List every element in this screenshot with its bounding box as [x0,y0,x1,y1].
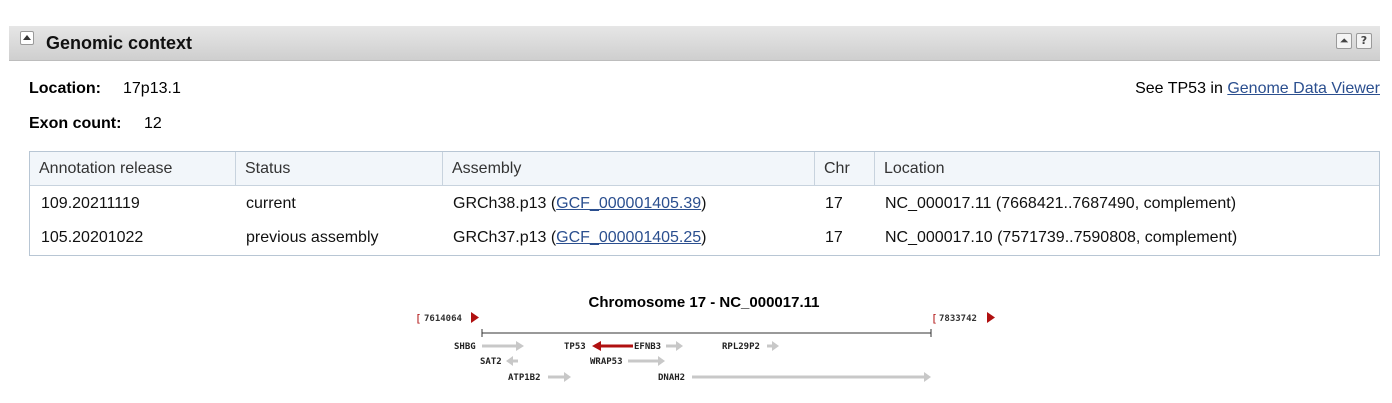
header-assembly: Assembly [442,152,814,185]
help-icon[interactable]: ? [1356,33,1372,49]
gene-arrowhead-tp53 [592,341,601,351]
map-title: Chromosome 17 - NC_000017.11 [589,294,820,311]
row1-assembly-close: ) [701,195,707,212]
gene-arrowhead-sat2 [506,356,513,366]
start-flag-icon [471,312,479,323]
gene-label-rpl29p2[interactable]: RPL29P2 [722,342,760,352]
gene-label-tp53[interactable]: TP53 [564,342,586,352]
gene-arrowhead-shbg [516,341,524,351]
section-header: Genomic context ⏶ ? [9,26,1380,61]
end-bracket: [ [931,312,938,325]
row2-location: NC_000017.10 (7571739..7590808, compleme… [885,229,1238,246]
gene-label-wrap53[interactable]: WRAP53 [590,357,623,367]
row1-assembly-name: GRCh38.p13 ( [453,195,557,212]
row2-status: previous assembly [246,229,379,246]
header-location: Location [874,152,1379,185]
row2-assembly-close: ) [701,229,707,246]
row1-status: current [246,195,296,212]
collapse-up-icon[interactable] [20,31,34,45]
row1-release: 109.20211119 [41,195,140,212]
genome-data-viewer-link[interactable]: Genome Data Viewer [1227,80,1380,97]
double-chevron-up-icon[interactable]: ⏶ [1336,33,1352,49]
row2-assembly-name: GRCh37.p13 ( [453,229,557,246]
gene-label-efnb3[interactable]: EFNB3 [634,342,661,352]
header-status: Status [235,152,442,185]
gene-arrowhead-wrap53 [658,356,665,366]
gene-label-dnah2[interactable]: DNAH2 [658,373,685,383]
row1-location: NC_000017.11 (7668421..7687490, compleme… [885,195,1237,212]
genomic-context-map[interactable]: Chromosome 17 - NC_000017.11 [ 7614064 [… [400,285,1020,395]
location-label: Location: [29,80,101,97]
gene-label-shbg[interactable]: SHBG [454,342,476,352]
row2-chr: 17 [825,229,843,246]
gene-label-atp1b2[interactable]: ATP1B2 [508,373,541,383]
start-bracket: [ [415,312,422,325]
gene-arrowhead-efnb3 [676,341,683,351]
exon-count-label: Exon count: [29,115,122,132]
location-value: 17p13.1 [123,80,181,97]
row1-assembly: GRCh38.p13 (GCF_000001405.39) [442,195,707,213]
end-coord: 7833742 [939,314,977,324]
section-title: Genomic context [46,33,193,53]
header-chr: Chr [814,152,874,185]
table-header: Annotation release Status Assembly Chr L… [30,152,1379,186]
gene-arrowhead-rpl29p2 [772,341,779,351]
exon-count-value: 12 [144,115,162,132]
start-coord: 7614064 [424,314,463,324]
gene-label-sat2[interactable]: SAT2 [480,357,502,367]
gene-arrowhead-atp1b2 [564,372,571,382]
row2-assembly: GRCh37.p13 (GCF_000001405.25) [442,229,707,247]
row2-release: 105.20201022 [41,229,144,246]
see-in-prefix: See TP53 in [1135,80,1228,97]
row1-assembly-link[interactable]: GCF_000001405.39 [556,195,702,212]
header-annotation-release: Annotation release [39,160,173,177]
see-in-note: See TP53 in Genome Data Viewer [1135,80,1380,98]
annotation-table: Annotation release Status Assembly Chr L… [29,151,1380,256]
gene-arrowhead-dnah2 [924,372,931,382]
row1-chr: 17 [825,195,843,212]
row2-assembly-link[interactable]: GCF_000001405.25 [556,229,702,246]
end-flag-icon [987,312,995,323]
